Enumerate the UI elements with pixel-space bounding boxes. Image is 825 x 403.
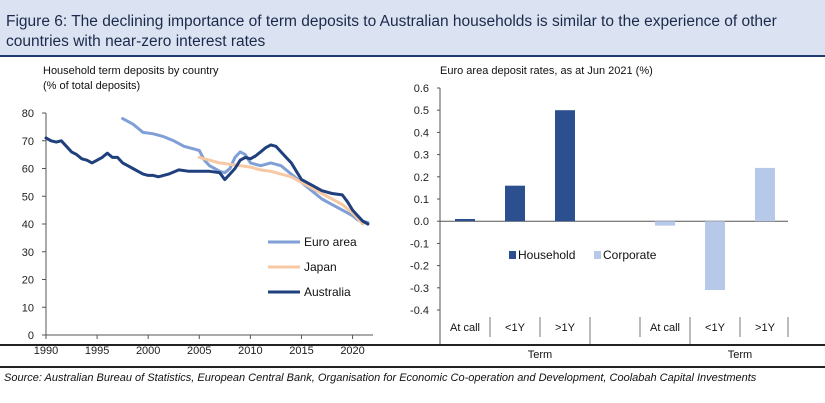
legend-swatch-corporate <box>594 251 601 259</box>
bar-corporate <box>705 221 725 291</box>
legend-label-australia: Australia <box>304 285 351 299</box>
line-chart-y-tick-label: 80 <box>22 108 34 120</box>
legend-label-corporate: Corporate <box>603 248 657 262</box>
series-line-euro-area <box>121 117 370 225</box>
legend-label-household: Household <box>518 248 575 262</box>
bar-chart-group-label: Term <box>728 349 752 361</box>
bar-chart-y-tick-label: 0.0 <box>414 216 429 228</box>
line-chart-y-tick-label: 40 <box>22 219 34 231</box>
line-chart-y-tick-label: 30 <box>22 247 34 259</box>
figure-header: Figure 6: The declining importance of te… <box>0 0 825 57</box>
bar-chart-title: Euro area deposit rates, as at Jun 2021 … <box>440 65 653 77</box>
series-line-australia <box>44 136 370 226</box>
bottom-rule-lower <box>0 366 825 368</box>
line-chart-x-tick-label: 2000 <box>136 345 160 357</box>
line-chart-y-tick-label: 10 <box>22 302 34 314</box>
bar-chart-y-tick-label: 0.4 <box>414 127 429 139</box>
bar-household <box>555 110 575 222</box>
bar-chart-y-tick-label: 0.2 <box>414 172 429 184</box>
bar-chart-y-tick-label: 0.5 <box>414 105 429 117</box>
line-chart-y-tick-label: 50 <box>22 191 34 203</box>
line-chart-x-tick-label: 2005 <box>187 345 211 357</box>
bar-chart-group-label: Term <box>528 349 552 361</box>
bar-chart-y-tick-label: 0.3 <box>414 150 429 162</box>
bar-chart-category-label: At call <box>650 322 680 334</box>
bottom-rule-upper <box>0 344 825 346</box>
legend-label-japan: Japan <box>304 260 337 274</box>
line-chart-y-tick-label: 20 <box>22 275 34 287</box>
bar-chart-y-tick-label: -0.4 <box>410 305 429 317</box>
bar-chart-category-label: At call <box>450 322 480 334</box>
bar-household <box>505 185 525 222</box>
line-chart-title: Household term deposits by country (% of… <box>43 64 343 94</box>
bar-chart-y-tick-label: -0.1 <box>410 238 429 250</box>
line-chart-x-tick-label: 2015 <box>289 345 313 357</box>
source-note: Source: Australian Bureau of Statistics,… <box>4 372 757 384</box>
line-chart-x-tick-label: 1990 <box>34 345 58 357</box>
figure-title: Figure 6: The declining importance of te… <box>6 13 777 50</box>
bar-household <box>455 218 475 222</box>
bar-chart-y-tick-label: -0.2 <box>410 261 429 273</box>
line-chart-y-tick-label: 60 <box>22 164 34 176</box>
line-chart-title-line1: Household term deposits by country <box>43 65 219 77</box>
bar-corporate <box>755 167 775 222</box>
legend-label-euro-area: Euro area <box>304 235 357 249</box>
bar-chart-category-label: <1Y <box>705 322 726 334</box>
bar-chart-y-tick-label: -0.3 <box>410 283 429 295</box>
line-chart-x-tick-label: 2020 <box>340 345 364 357</box>
bar-chart-y-tick-label: 0.6 <box>414 83 429 95</box>
bar-chart-category-label: <1Y <box>505 322 526 334</box>
bar-chart-category-label: >1Y <box>755 322 776 334</box>
line-chart-y-tick-label: 70 <box>22 136 34 148</box>
line-chart-title-line2: (% of total deposits) <box>43 80 141 92</box>
bar-chart-y-tick-label: 0.1 <box>414 194 429 206</box>
series-line-japan <box>197 155 365 226</box>
line-chart-y-tick-label: 0 <box>28 330 34 342</box>
line-chart-x-tick-label: 2010 <box>238 345 262 357</box>
legend-swatch-household <box>509 251 516 259</box>
line-chart-x-tick-label: 1995 <box>85 345 109 357</box>
bar-chart-category-label: >1Y <box>555 322 576 334</box>
bar-corporate <box>655 221 675 226</box>
